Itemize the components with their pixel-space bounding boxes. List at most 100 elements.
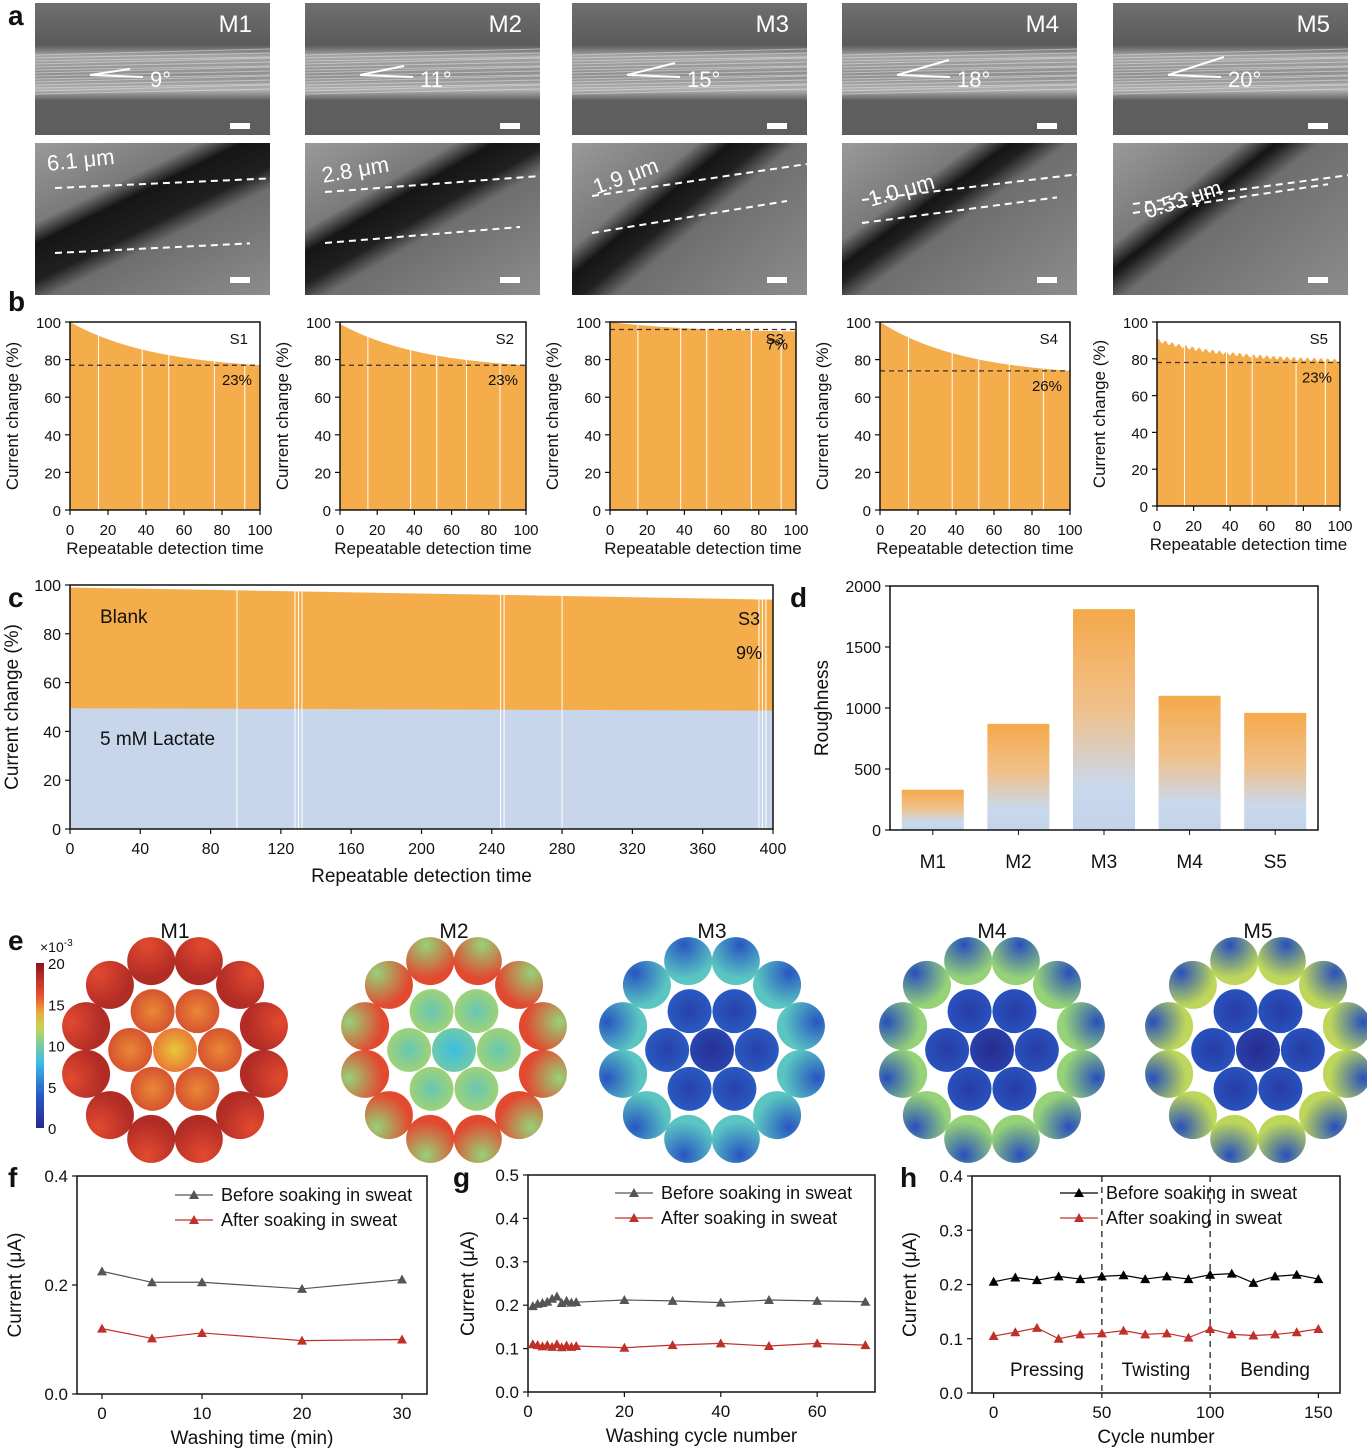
scale-bar — [500, 277, 520, 283]
y-axis-label: Current change (%) — [813, 342, 832, 490]
scale-bar — [767, 123, 787, 129]
fiber — [711, 937, 760, 986]
data-point — [297, 1283, 307, 1293]
x-tick-label: 20 — [100, 522, 117, 539]
x-tick-label: 20 — [293, 1404, 312, 1423]
fiber — [1322, 1049, 1367, 1098]
x-tick-label: 40 — [138, 522, 155, 539]
fiber-bundle-m4 — [879, 937, 1105, 1163]
simulation-label-m3: M3 — [697, 920, 726, 943]
fiber — [387, 1028, 432, 1072]
scale-bar — [500, 123, 520, 129]
twist-angle-label: 9° — [150, 67, 172, 92]
fiber — [108, 1028, 153, 1072]
fiber — [1258, 1066, 1303, 1111]
x-tick-label: 0 — [336, 522, 344, 539]
fiber-bundle-m2 — [341, 937, 567, 1163]
fiber — [1258, 989, 1303, 1034]
fiber — [518, 1002, 567, 1051]
fiber — [1056, 1002, 1105, 1051]
scale-bar — [1308, 123, 1328, 129]
data-point — [571, 1340, 582, 1350]
y-tick-label: 100 — [576, 315, 601, 332]
fiber — [432, 1028, 476, 1072]
x-tick-label: 40 — [948, 522, 965, 539]
sem-top-m4: M4 18° — [842, 3, 1077, 135]
fiber — [1257, 937, 1306, 986]
y-tick-label: 0 — [1140, 499, 1148, 516]
fiber — [992, 989, 1037, 1034]
y-tick-label: 0.4 — [939, 1167, 963, 1186]
x-tick-label: 20 — [369, 522, 386, 539]
fiber — [711, 1114, 760, 1163]
series-label-lactate: 5 mM Lactate — [100, 729, 215, 750]
decrease-percent: 9% — [736, 643, 762, 663]
data-point — [1075, 1274, 1086, 1284]
fiber — [153, 1028, 197, 1072]
fiber — [1299, 1091, 1348, 1140]
y-axis-label: Current change (%) — [2, 624, 23, 790]
x-tick-label: 30 — [393, 1404, 412, 1423]
y-tick-label: 0.5 — [495, 1166, 519, 1185]
x-tick-label: 40 — [711, 1402, 730, 1421]
fiber — [902, 1091, 951, 1140]
fiber — [1191, 1028, 1236, 1072]
x-tick-label: 80 — [1024, 522, 1041, 539]
region-label: Bending — [1240, 1360, 1310, 1381]
colorbar-tick: 5 — [48, 1080, 56, 1097]
x-tick-label: 100 — [1057, 522, 1082, 539]
simulation-label-m1: M1 — [160, 920, 189, 943]
x-tick-label: 100 — [1327, 518, 1352, 535]
x-tick-label: 0 — [66, 522, 74, 539]
fiber — [1299, 960, 1348, 1009]
y-tick-label: 0 — [593, 503, 601, 520]
y-tick-label: 0.2 — [44, 1276, 68, 1295]
y-tick-label: 60 — [854, 390, 871, 407]
data-point — [667, 1340, 678, 1350]
data-point — [1031, 1275, 1042, 1285]
y-tick-label: 0.3 — [939, 1221, 963, 1240]
y-axis-label: Current (μA) — [5, 1233, 26, 1338]
twist-angle-label: 20° — [1228, 67, 1262, 92]
y-tick-label: 20 — [1131, 462, 1148, 479]
fiber — [1210, 1114, 1259, 1163]
y-tick-label: 1000 — [845, 701, 881, 718]
series-line-after — [993, 1327, 1319, 1340]
plot-frame — [339, 321, 527, 511]
y-tick-label: 100 — [306, 315, 331, 332]
data-point — [1248, 1277, 1259, 1287]
y-tick-label: 0.1 — [939, 1330, 963, 1349]
x-tick-label: 150 — [1304, 1403, 1332, 1422]
colorbar-tick: 15 — [48, 997, 65, 1014]
fiber — [1210, 937, 1259, 986]
y-tick-label: 2000 — [845, 579, 881, 596]
fiber — [174, 937, 223, 986]
x-axis-label: Repeatable detection time — [311, 866, 532, 887]
legend-marker — [1074, 1188, 1084, 1197]
fiber — [476, 1028, 521, 1072]
legend-marker — [629, 1188, 639, 1197]
x-tick-label: 100 — [783, 522, 808, 539]
fiber — [991, 1114, 1040, 1163]
fiber — [174, 1114, 223, 1163]
data-point — [1010, 1327, 1021, 1337]
y-tick-label: 60 — [584, 390, 601, 407]
lactate-bars — [70, 708, 773, 829]
fiber — [406, 1114, 455, 1163]
data-point — [147, 1277, 157, 1287]
data-point — [1226, 1329, 1237, 1339]
fiber — [1213, 989, 1258, 1034]
data-point — [1118, 1270, 1129, 1280]
y-tick-label: 0 — [872, 823, 881, 840]
data-point — [197, 1327, 207, 1337]
x-tick-label: 360 — [689, 841, 716, 858]
y-axis-label: Current change (%) — [3, 342, 22, 490]
fiber — [409, 989, 454, 1034]
x-tick-label: 240 — [478, 841, 505, 858]
fiber — [712, 989, 757, 1034]
fiber — [495, 1091, 544, 1140]
fiber — [599, 1049, 648, 1098]
plot-frame — [879, 321, 1071, 511]
legend-label: After soaking in sweat — [661, 1208, 837, 1228]
fiber — [1145, 1002, 1194, 1051]
